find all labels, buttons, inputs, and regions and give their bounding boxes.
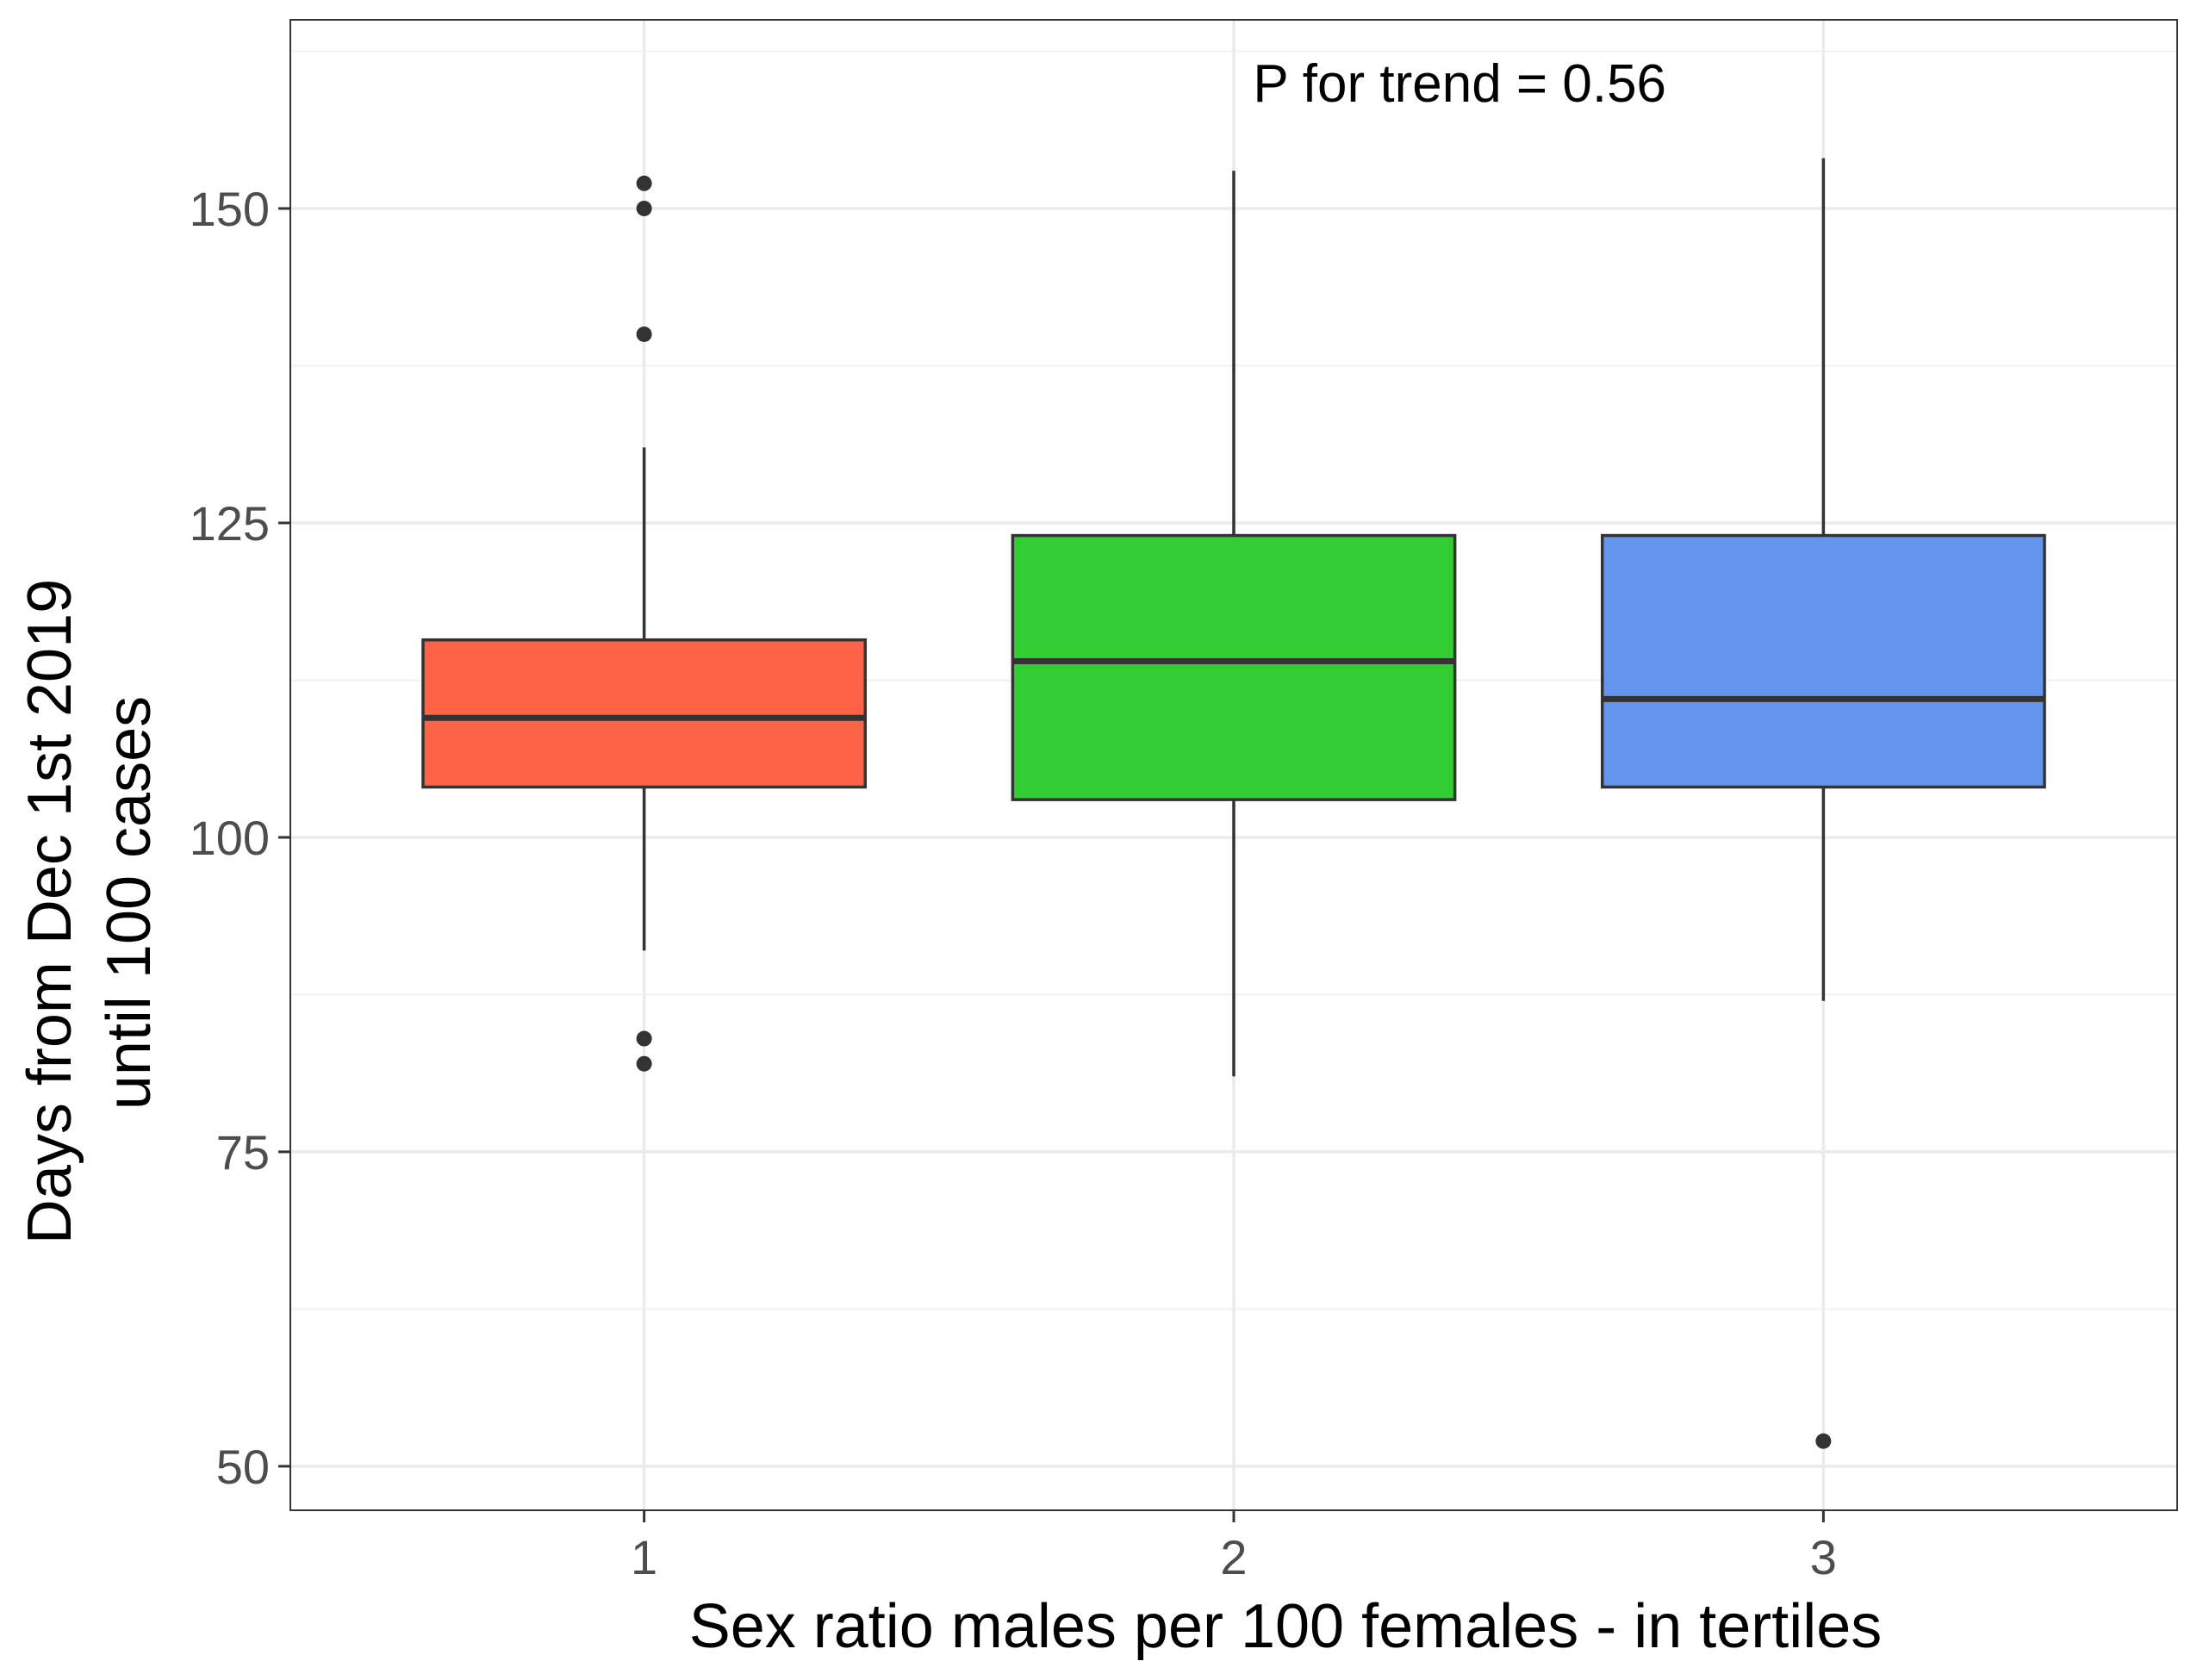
y-tick-label: 50 xyxy=(216,1440,270,1494)
y-axis-title-line-2: until 100 cases xyxy=(95,696,164,1110)
y-tick-label: 100 xyxy=(190,811,270,865)
y-tick-label: 75 xyxy=(216,1125,270,1179)
y-axis-title-line-1: Days from Dec 1st 2019 xyxy=(16,579,84,1244)
x-tick-label: 3 xyxy=(1810,1530,1837,1584)
outlier-point xyxy=(636,200,652,216)
box-group-2 xyxy=(1011,171,1457,1077)
outlier-point xyxy=(1815,1433,1832,1449)
outlier-point xyxy=(636,175,652,191)
p-for-trend-annotation: P for trend = 0.56 xyxy=(1253,54,1666,114)
box-iqr xyxy=(1011,533,1457,801)
x-axis-title: Sex ratio males per 100 females - in ter… xyxy=(689,1592,1883,1661)
x-tick-label: 1 xyxy=(631,1530,657,1584)
box-iqr xyxy=(1600,533,2046,789)
y-axis-title: Days from Dec 1st 2019 until 100 cases xyxy=(16,562,164,1244)
x-tick-label: 2 xyxy=(1220,1530,1247,1584)
box-iqr xyxy=(421,638,868,789)
outlier-point xyxy=(636,1030,652,1047)
axis-layer: 50 75 100 125 150 1 2 3 xyxy=(190,182,1837,1584)
box-group-3 xyxy=(1600,158,2046,1449)
outlier-point xyxy=(636,1055,652,1072)
box-layer xyxy=(421,158,2046,1449)
y-tick-label: 150 xyxy=(190,182,270,236)
outlier-point xyxy=(636,326,652,342)
y-tick-label: 125 xyxy=(190,496,270,551)
box-group-1 xyxy=(421,175,868,1072)
